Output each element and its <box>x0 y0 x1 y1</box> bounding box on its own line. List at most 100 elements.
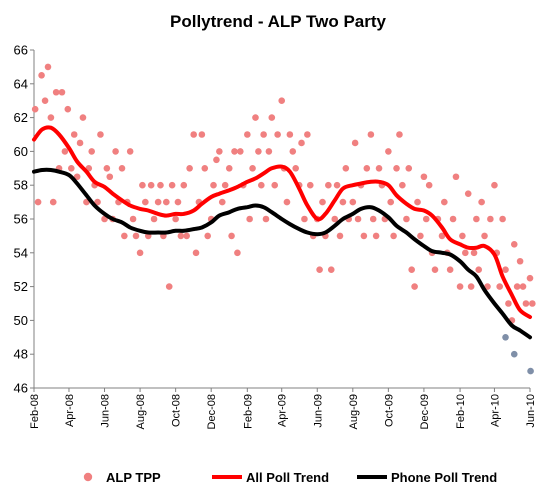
data-point <box>475 266 483 274</box>
data-point <box>49 198 57 206</box>
scatter-series <box>502 334 534 375</box>
legend: ALP TPP All Poll Trend Phone Poll Trend <box>83 470 497 485</box>
data-point <box>97 131 104 138</box>
data-point <box>213 156 220 164</box>
data-point <box>106 173 114 181</box>
data-point <box>399 181 406 189</box>
data-point <box>216 148 223 155</box>
x-tick-label: Aug-09 <box>348 394 360 429</box>
data-point <box>306 181 314 189</box>
legend-marker <box>83 472 93 482</box>
data-point <box>88 148 96 155</box>
data-point <box>487 215 494 223</box>
x-tick-label: Dec-08 <box>206 394 218 429</box>
x-tick-label: Apr-09 <box>277 394 289 427</box>
data-point <box>316 266 323 274</box>
data-point <box>301 215 308 223</box>
data-point <box>478 198 485 206</box>
plot-area <box>31 63 536 375</box>
data-point <box>425 181 433 189</box>
x-tick-label: Feb-10 <box>455 394 467 429</box>
data-point <box>265 148 273 155</box>
data-point <box>260 131 267 138</box>
data-point <box>438 232 446 240</box>
data-point <box>192 249 200 257</box>
y-tick-label: 60 <box>14 144 28 159</box>
data-point <box>502 334 509 341</box>
data-point <box>375 165 383 172</box>
data-point <box>268 114 276 121</box>
y-tick-label: 50 <box>14 313 28 328</box>
data-point <box>470 249 478 257</box>
data-point <box>411 283 418 290</box>
data-point <box>103 165 111 172</box>
data-point <box>408 266 415 274</box>
data-point <box>52 88 60 96</box>
data-point <box>526 274 534 282</box>
data-point <box>136 249 144 257</box>
data-point <box>154 198 162 206</box>
y-tick-label: 58 <box>14 178 28 193</box>
data-point <box>529 300 536 307</box>
data-point <box>484 283 491 290</box>
data-point <box>165 283 173 290</box>
data-point <box>349 198 357 206</box>
data-point <box>147 181 155 189</box>
data-point <box>31 105 39 113</box>
data-point <box>292 165 299 172</box>
data-point <box>246 215 253 223</box>
data-point <box>363 165 371 172</box>
x-tick-label: Aug-08 <box>135 394 147 429</box>
data-point <box>333 181 341 189</box>
data-point <box>369 215 377 223</box>
data-point <box>417 232 424 240</box>
data-point <box>174 198 182 206</box>
data-point <box>258 181 265 189</box>
data-point <box>496 283 503 290</box>
data-point <box>491 181 498 189</box>
data-point <box>502 266 509 274</box>
legend-label: ALP TPP <box>106 470 161 485</box>
data-point <box>76 139 84 147</box>
data-point <box>183 232 191 240</box>
data-point <box>325 181 332 189</box>
y-axis-ticks: 46 48 50 52 54 56 58 60 62 64 66 <box>14 43 34 396</box>
x-axis-ticks: Feb-08 Apr-08 Jun-08 Aug-08 Oct-08 Dec-08 Feb-… <box>29 388 537 429</box>
data-point <box>201 165 209 172</box>
y-tick-label: 62 <box>14 110 28 125</box>
data-point <box>360 232 368 240</box>
trend-line <box>32 167 532 340</box>
data-point <box>204 232 211 240</box>
data-point <box>446 266 454 274</box>
data-point <box>68 165 75 172</box>
data-point <box>94 198 101 206</box>
data-point <box>249 165 256 172</box>
x-tick-label: Apr-10 <box>489 394 501 427</box>
x-tick-label: Apr-08 <box>64 394 76 427</box>
data-point <box>139 181 146 189</box>
data-point <box>473 215 480 223</box>
data-point <box>168 181 176 189</box>
data-point <box>414 198 421 206</box>
data-point <box>126 148 134 155</box>
data-point <box>385 148 392 155</box>
data-point <box>499 215 506 223</box>
data-point <box>420 173 428 181</box>
data-point <box>41 97 49 104</box>
x-tick-label: Oct-08 <box>171 394 183 427</box>
data-point <box>342 165 350 172</box>
data-point <box>351 139 359 147</box>
data-point <box>522 300 530 307</box>
y-tick-label: 54 <box>14 245 28 260</box>
data-point <box>271 181 279 189</box>
data-point <box>225 165 233 172</box>
data-point <box>298 139 305 147</box>
data-point <box>462 249 469 257</box>
chart-title: Pollytrend - ALP Two Party <box>170 12 387 31</box>
data-point <box>64 105 72 113</box>
data-point <box>516 257 524 265</box>
data-point <box>331 215 339 223</box>
scatter-series <box>31 63 536 324</box>
